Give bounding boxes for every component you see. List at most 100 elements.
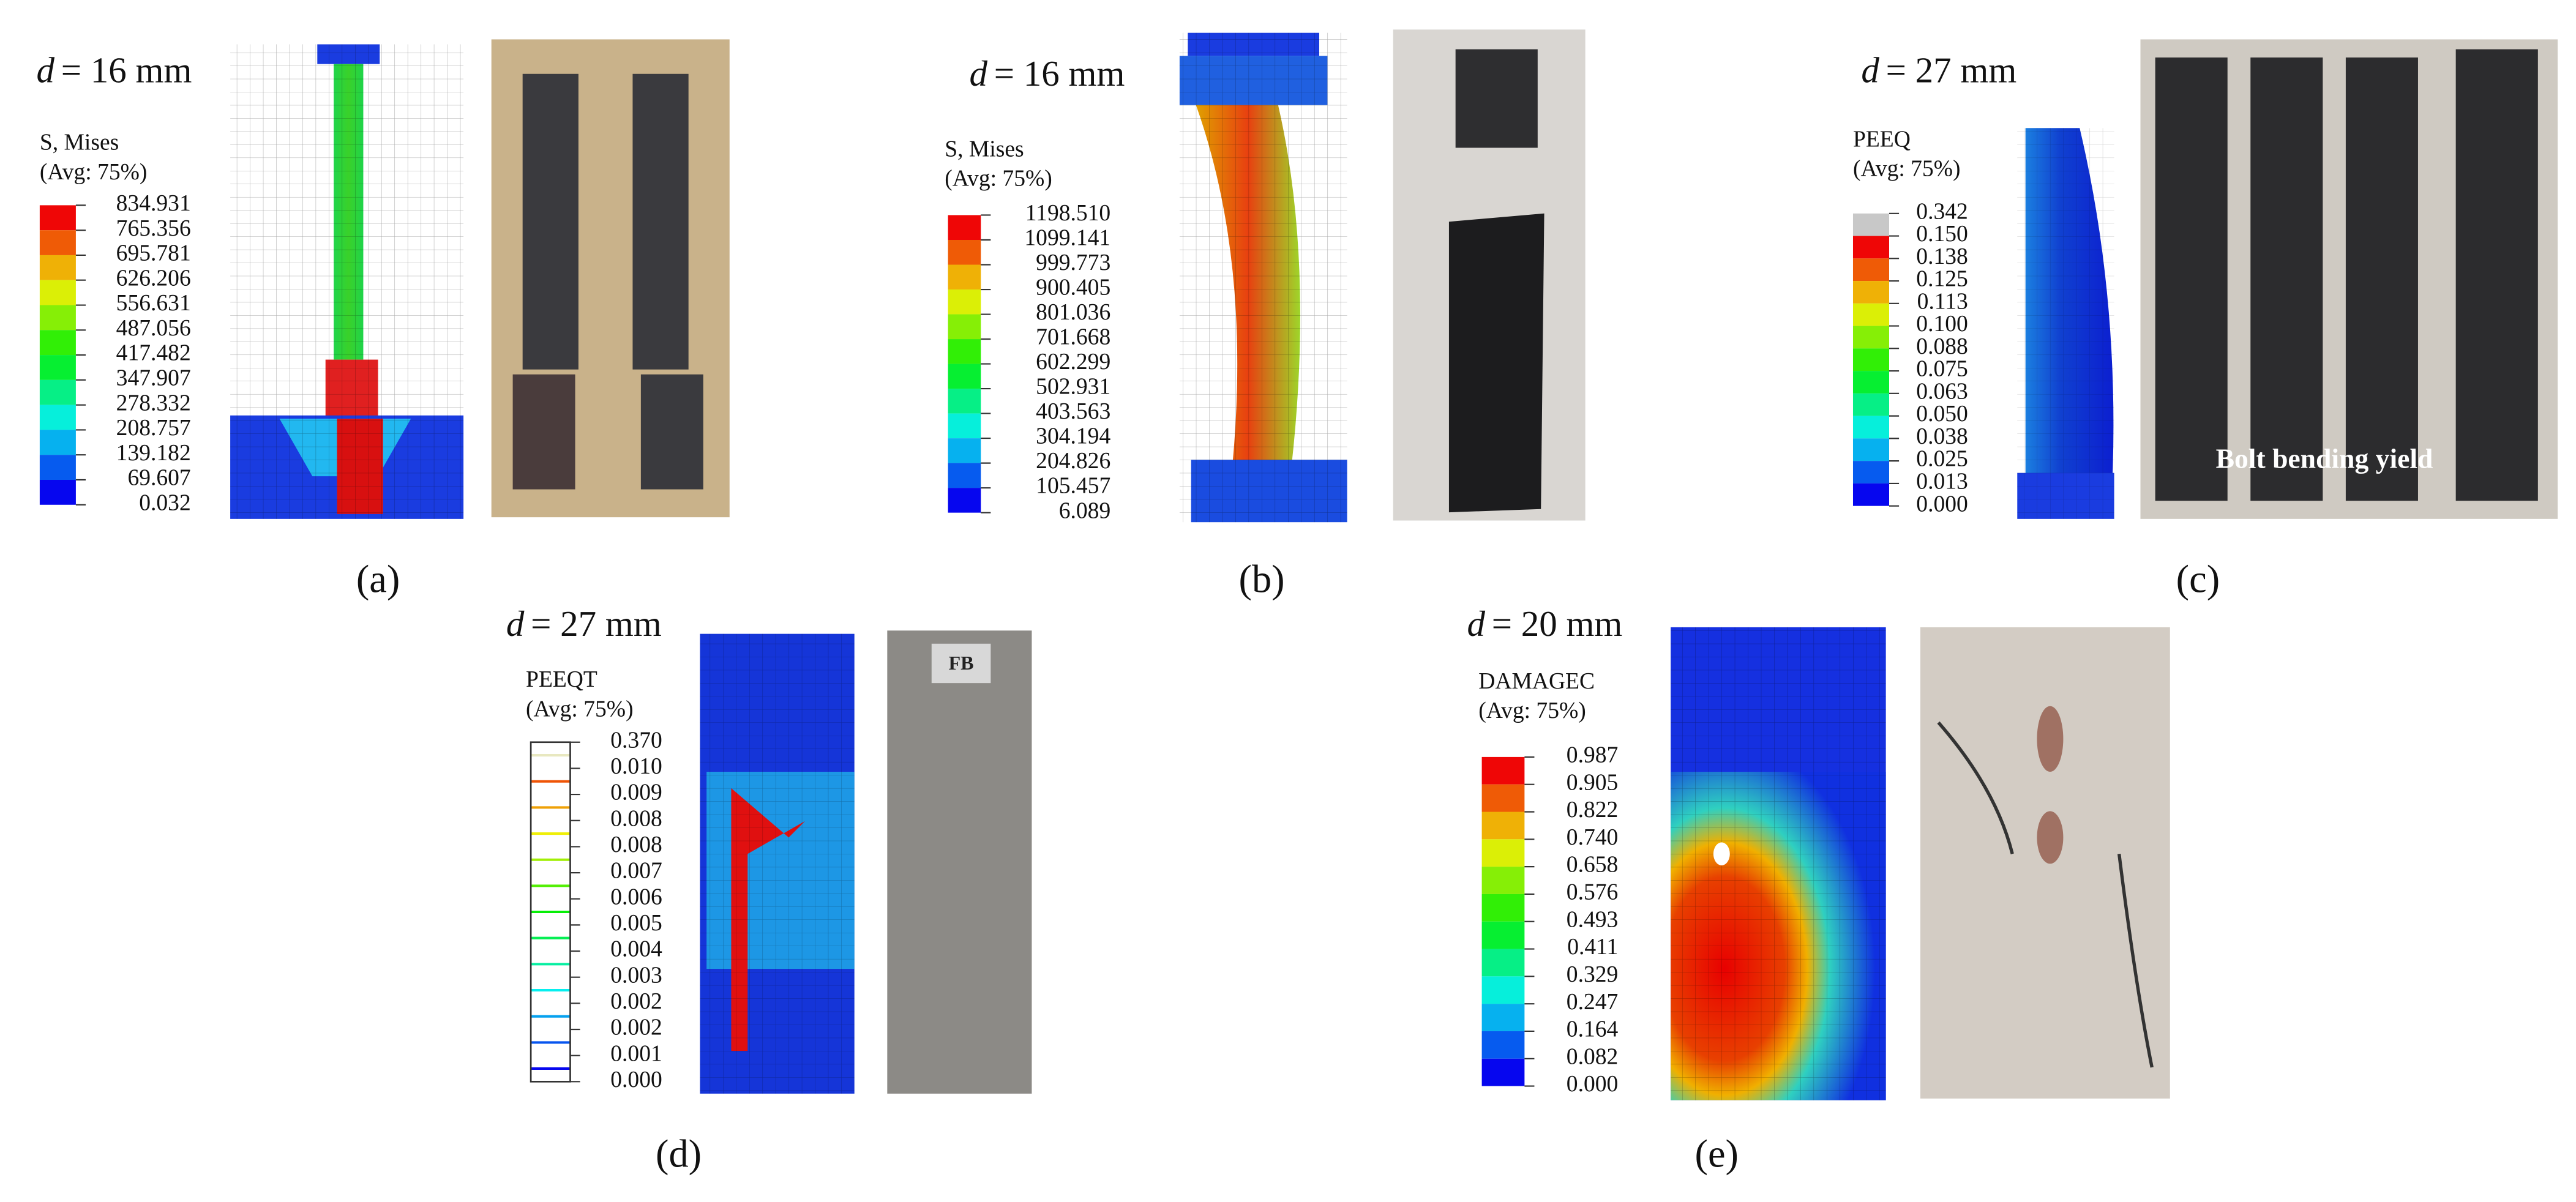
legend-swatch: [1852, 438, 1889, 461]
legend-swatch: [1852, 371, 1889, 394]
legend-level: 701.668: [1036, 325, 1110, 350]
legend-level: 626.206: [116, 266, 191, 291]
legend-swatch: [1481, 756, 1525, 785]
diameter-label: d = 16 mm: [37, 50, 192, 90]
legend-level: 204.826: [1036, 449, 1110, 474]
legend-swatch: [1481, 784, 1525, 812]
legend-swatch: [1481, 867, 1525, 894]
diameter-label: d = 27 mm: [1861, 50, 2016, 90]
photo-bolt: [2250, 57, 2323, 501]
legend-level: 0.005: [610, 911, 662, 936]
legend-level: 695.781: [116, 241, 191, 266]
legend-level: 0.009: [610, 780, 662, 805]
fea-image: [1179, 32, 1347, 523]
legend-level: 0.038: [1916, 424, 1968, 449]
legend-title: (Avg: 75%): [1478, 698, 1586, 723]
panel-label: (d): [656, 1132, 702, 1175]
photo-mark: [2037, 811, 2064, 864]
legend-level: 502.931: [1036, 375, 1110, 400]
photo-annotation: Bolt bending yield: [2216, 442, 2433, 474]
legend-level: 304.194: [1036, 424, 1110, 449]
legend-swatch: [1852, 461, 1889, 483]
fea-image: [230, 44, 464, 519]
legend-level: 1099.141: [1024, 226, 1110, 251]
diameter-value: = 16 mm: [994, 53, 1125, 94]
legend-level: 602.299: [1036, 349, 1110, 375]
legend-title: (Avg: 75%): [40, 160, 148, 185]
legend-level: 278.332: [116, 390, 191, 416]
legend-level: 0.822: [1567, 797, 1618, 823]
legend-swatch: [948, 289, 981, 315]
diameter-label: d = 27 mm: [506, 603, 662, 643]
diameter-label: d = 20 mm: [1467, 603, 1622, 643]
panel-label: (e): [1695, 1132, 1739, 1175]
photo-bolt: [632, 73, 689, 370]
legend-level: 0.164: [1567, 1017, 1619, 1042]
legend-title: (Avg: 75%): [945, 166, 1052, 192]
legend-level: 1198.510: [1025, 201, 1110, 226]
legend-level: 208.757: [116, 416, 191, 441]
photo-bolt: [640, 374, 703, 490]
legend-level: 0.113: [1917, 289, 1968, 314]
photo-bolt: [512, 374, 575, 490]
legend-level: 0.050: [1916, 401, 1968, 427]
legend-swatch: [1852, 236, 1889, 259]
legend-swatch: [39, 379, 76, 405]
legend-swatch: [1852, 326, 1889, 349]
legend-swatch: [948, 314, 981, 340]
legend-swatch: [948, 438, 981, 463]
legend-level: 556.631: [116, 291, 191, 316]
legend-level: 0.088: [1916, 334, 1968, 359]
legend-swatch: [948, 264, 981, 290]
fea-image: [1671, 627, 1886, 1100]
legend-level: 6.089: [1059, 498, 1110, 523]
legend-level: 0.150: [1916, 222, 1968, 247]
legend-level: 0.003: [610, 963, 662, 988]
legend-swatch: [39, 355, 76, 380]
fea-image: [700, 633, 855, 1094]
legend-swatch: [1852, 281, 1889, 304]
legend-swatch: [39, 205, 76, 231]
legend-level: 0.025: [1916, 447, 1968, 472]
legend-title: S, Mises: [945, 136, 1024, 162]
legend-swatch: [1481, 1004, 1525, 1031]
legend-title: PEEQT: [526, 667, 597, 692]
legend-level: 0.008: [610, 806, 662, 831]
legend-swatch: [1481, 921, 1525, 949]
legend-level: 0.000: [1567, 1072, 1618, 1097]
legend-level: 0.125: [1916, 267, 1968, 292]
legend-level: 0.007: [610, 859, 662, 884]
legend-level: 0.987: [1567, 743, 1618, 768]
legend-swatch: [39, 255, 76, 280]
legend-swatch: [1481, 949, 1525, 977]
legend-level: 0.004: [610, 937, 662, 962]
photo-bolt: [1448, 213, 1544, 513]
diameter-value: = 27 mm: [1886, 50, 2017, 90]
legend-level: 0.329: [1567, 962, 1618, 987]
fea-image: [2017, 128, 2114, 519]
legend-level: 0.493: [1567, 907, 1618, 932]
panel-label: (b): [1239, 557, 1285, 600]
legend-level: 0.658: [1567, 853, 1618, 878]
photo-bolt: [2455, 49, 2538, 501]
legend-level: 139.182: [116, 441, 191, 466]
legend-level: 0.342: [1916, 199, 1968, 224]
legend-swatch: [1481, 894, 1525, 922]
legend-swatch: [39, 305, 76, 330]
legend-swatch: [948, 364, 981, 389]
legend-title: DAMAGEC: [1478, 669, 1595, 694]
legend-level: 0.905: [1567, 770, 1618, 795]
legend-title: PEEQ: [1853, 127, 1911, 152]
photo-bolt: [1455, 49, 1538, 148]
legend-swatch: [948, 413, 981, 439]
legend-swatch: [948, 463, 981, 488]
photo-crack: [1937, 721, 2154, 1068]
legend-swatch: [948, 389, 981, 414]
legend-swatch: [1852, 483, 1889, 506]
legend-swatch: [39, 330, 76, 356]
legend-level: 0.100: [1916, 312, 1968, 337]
legend-swatch: [39, 430, 76, 455]
legend-level: 0.075: [1916, 357, 1968, 382]
photo-bolt: [2345, 57, 2418, 501]
legend-level: 0.013: [1916, 469, 1968, 495]
